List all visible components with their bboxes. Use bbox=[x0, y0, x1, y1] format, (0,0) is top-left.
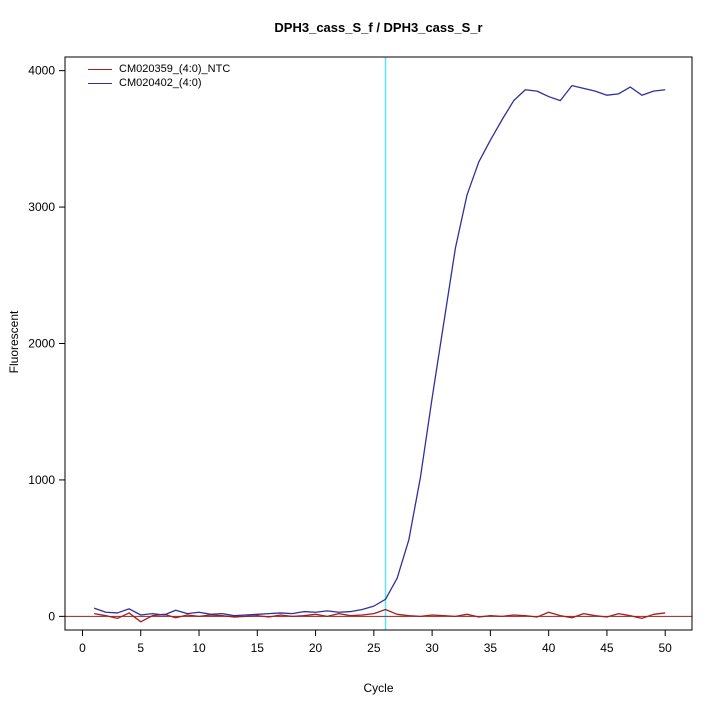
x-tick-label: 25 bbox=[367, 641, 381, 655]
y-tick-label: 2000 bbox=[28, 337, 55, 351]
series-line-0 bbox=[94, 608, 666, 623]
legend-label: CM020359_(4:0)_NTC bbox=[119, 63, 231, 75]
legend-item-ntc: CM020359_(4:0)_NTC bbox=[88, 62, 230, 76]
x-tick-label: 45 bbox=[600, 641, 614, 655]
legend-line-swatch-blue bbox=[88, 82, 112, 84]
chart-title: DPH3_cass_S_f / DPH3_cass_S_r bbox=[274, 20, 483, 35]
y-tick-label: 3000 bbox=[28, 200, 55, 214]
y-tick-label: 4000 bbox=[28, 64, 55, 78]
x-tick-label: 5 bbox=[137, 641, 144, 655]
x-tick-label: 10 bbox=[192, 641, 206, 655]
plot-box bbox=[64, 56, 693, 631]
y-tick-label: 1000 bbox=[28, 473, 55, 487]
x-tick-label: 30 bbox=[425, 641, 439, 655]
x-axis-label: Cycle bbox=[363, 681, 394, 695]
x-tick-label: 15 bbox=[251, 641, 265, 655]
series-line-1 bbox=[93, 85, 666, 617]
legend-item-sample: CM020402_(4:0) bbox=[88, 76, 230, 90]
y-axis-label: Fluorescent bbox=[7, 310, 21, 374]
x-tick-label: 50 bbox=[659, 641, 673, 655]
x-tick-label: 0 bbox=[79, 641, 86, 655]
x-tick-label: 20 bbox=[309, 641, 323, 655]
legend-line-swatch-red bbox=[88, 68, 112, 70]
y-tick-label: 0 bbox=[48, 609, 55, 623]
x-tick-label: 35 bbox=[484, 641, 498, 655]
legend-label: CM020402_(4:0) bbox=[119, 77, 202, 89]
legend: CM020359_(4:0)_NTC CM020402_(4:0) bbox=[88, 62, 230, 90]
x-tick-label: 40 bbox=[542, 641, 556, 655]
